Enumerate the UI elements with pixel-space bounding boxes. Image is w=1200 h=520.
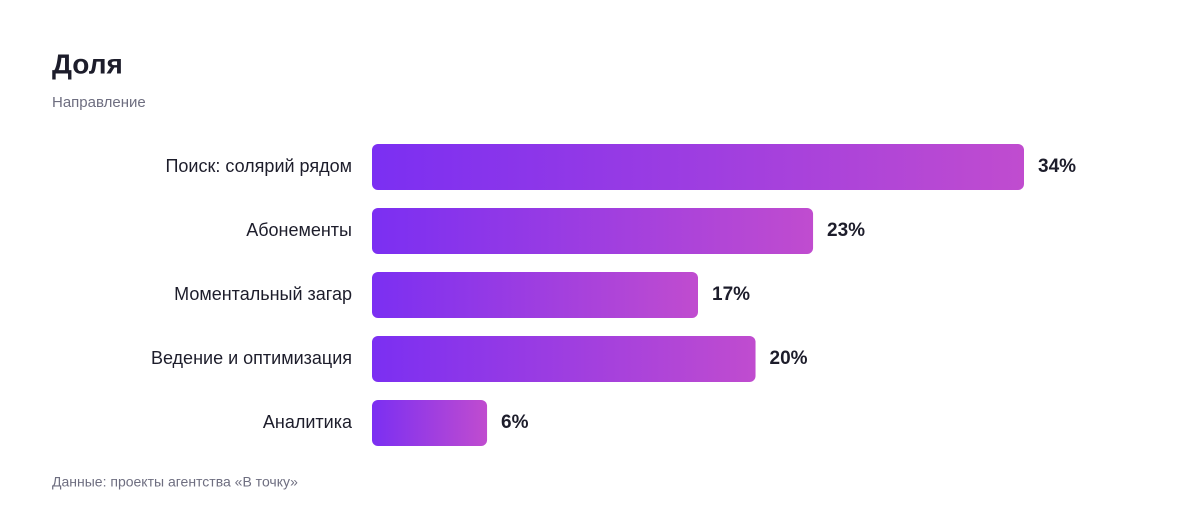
category-label: Ведение и оптимизация [151, 348, 352, 368]
bar [372, 400, 488, 446]
value-label: 20% [770, 348, 808, 369]
bar [372, 272, 698, 318]
category-label: Абонементы [246, 220, 352, 240]
value-label: 23% [827, 220, 865, 241]
category-label: Поиск: солярий рядом [165, 156, 352, 176]
chart-title: Доля [52, 48, 123, 79]
value-label: 6% [501, 412, 529, 433]
bar [372, 336, 756, 382]
category-label: Моментальный загар [174, 284, 352, 304]
value-label: 17% [712, 284, 750, 305]
value-label: 34% [1038, 156, 1076, 177]
source-note: Данные: проекты агентства «В точку» [52, 474, 298, 490]
category-label: Аналитика [263, 412, 353, 432]
chart-subtitle: Направление [52, 94, 146, 111]
bar [372, 144, 1024, 190]
bar [372, 208, 814, 254]
